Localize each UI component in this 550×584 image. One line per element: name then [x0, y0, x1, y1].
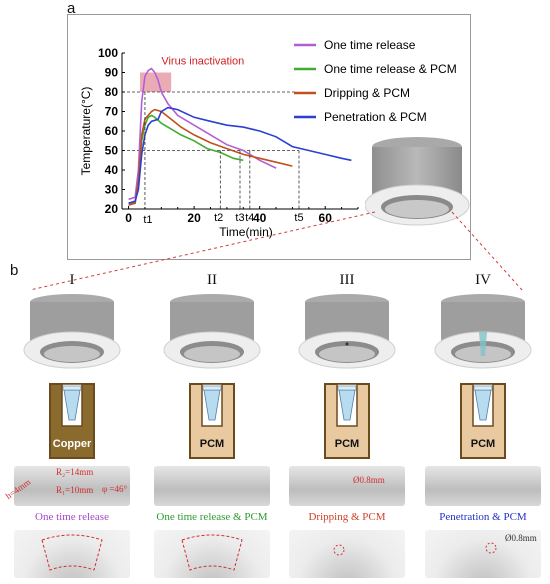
- time-marker-label: t2: [214, 212, 223, 224]
- y-tick-label: 70: [105, 105, 119, 119]
- highlight-outline: [181, 534, 243, 571]
- cross-section-box: [49, 383, 95, 459]
- y-axis-label: Temperature(°C): [79, 87, 93, 176]
- bottom-photo: [154, 530, 270, 578]
- x-tick-label: 20: [187, 211, 201, 225]
- time-marker-label: t3: [235, 212, 244, 224]
- cup-render-large: [365, 137, 470, 226]
- detail-photo: [289, 466, 405, 506]
- y-tick-label: 40: [105, 163, 119, 177]
- y-tick-label: 20: [105, 202, 119, 216]
- time-marker-label: t4: [245, 212, 254, 224]
- group-caption: Penetration & PCM: [439, 511, 527, 523]
- cross-section-box: [189, 383, 235, 459]
- cup-render: [298, 294, 396, 369]
- x-tick-label: 0: [125, 211, 132, 225]
- series-line-3: [128, 108, 293, 206]
- dimension-label: R₂=14mm: [56, 467, 94, 477]
- group-caption: One time release: [35, 511, 109, 523]
- x-axis-label: Time(min): [219, 225, 273, 239]
- dimension-label: R₁=10mm: [56, 485, 94, 495]
- connector-lines: [29, 211, 523, 291]
- group-caption: One time release & PCM: [156, 511, 268, 523]
- y-tick-label: 90: [105, 66, 119, 80]
- highlight-outline: [41, 534, 103, 571]
- detail-photo: [425, 466, 541, 506]
- group-caption: Dripping & PCM: [308, 511, 386, 523]
- highlight-outline: [333, 544, 345, 556]
- cross-section-box: [460, 383, 506, 459]
- dimension-label: φ =46°: [102, 484, 128, 494]
- legend-label: Dripping & PCM: [324, 86, 410, 100]
- legend-label: Penetration & PCM: [324, 110, 427, 124]
- legend-label: One time release & PCM: [324, 62, 457, 76]
- cross-section-box: [324, 383, 370, 459]
- bottom-photo: [289, 530, 405, 578]
- detail-photo: [154, 466, 270, 506]
- time-marker-label: t5: [294, 212, 303, 224]
- group-numeral: III: [339, 272, 355, 288]
- group-numeral: IV: [475, 272, 491, 288]
- y-tick-label: 30: [105, 183, 119, 197]
- box-material-label: Copper: [52, 438, 92, 450]
- cup-render: [163, 294, 261, 369]
- line-chart: Virus inactivation 20 30 40 50 60 70 80 90 100 0 20…: [79, 38, 457, 239]
- y-tick-label: 50: [105, 144, 119, 158]
- series-line-2: [128, 114, 244, 204]
- bottom-photo: [14, 530, 130, 578]
- box-material-label: PCM: [199, 438, 225, 450]
- dimension-label: Ø0.8mm: [505, 533, 537, 543]
- series-line-1: [128, 67, 277, 201]
- y-tick-label: 80: [105, 85, 119, 99]
- panel-a-label: a: [67, 0, 76, 17]
- y-tick-label: 60: [105, 124, 119, 138]
- time-marker-label: t1: [143, 214, 152, 226]
- box-material-label: PCM: [334, 438, 360, 450]
- figure-frame-a: [67, 14, 471, 260]
- bottom-photo: [425, 530, 541, 578]
- cup-render: [434, 294, 532, 369]
- cup-render: [23, 294, 121, 369]
- annotation-label: Virus inactivation: [161, 56, 244, 68]
- detail-photo: [14, 466, 130, 506]
- virus-inactivation-region: [140, 72, 172, 92]
- y-tick-label: 100: [98, 46, 118, 60]
- dimension-label: Ø0.8mm: [353, 475, 385, 485]
- legend-label: One time release: [324, 38, 416, 52]
- series-line-4: [128, 106, 352, 204]
- group-numeral: I: [69, 272, 75, 288]
- highlight-outline: [485, 542, 497, 554]
- group-numeral: II: [207, 272, 217, 288]
- x-tick-label: 40: [253, 211, 267, 225]
- x-tick-label: 60: [319, 211, 333, 225]
- box-material-label: PCM: [470, 438, 496, 450]
- panel-b-label: b: [10, 262, 19, 279]
